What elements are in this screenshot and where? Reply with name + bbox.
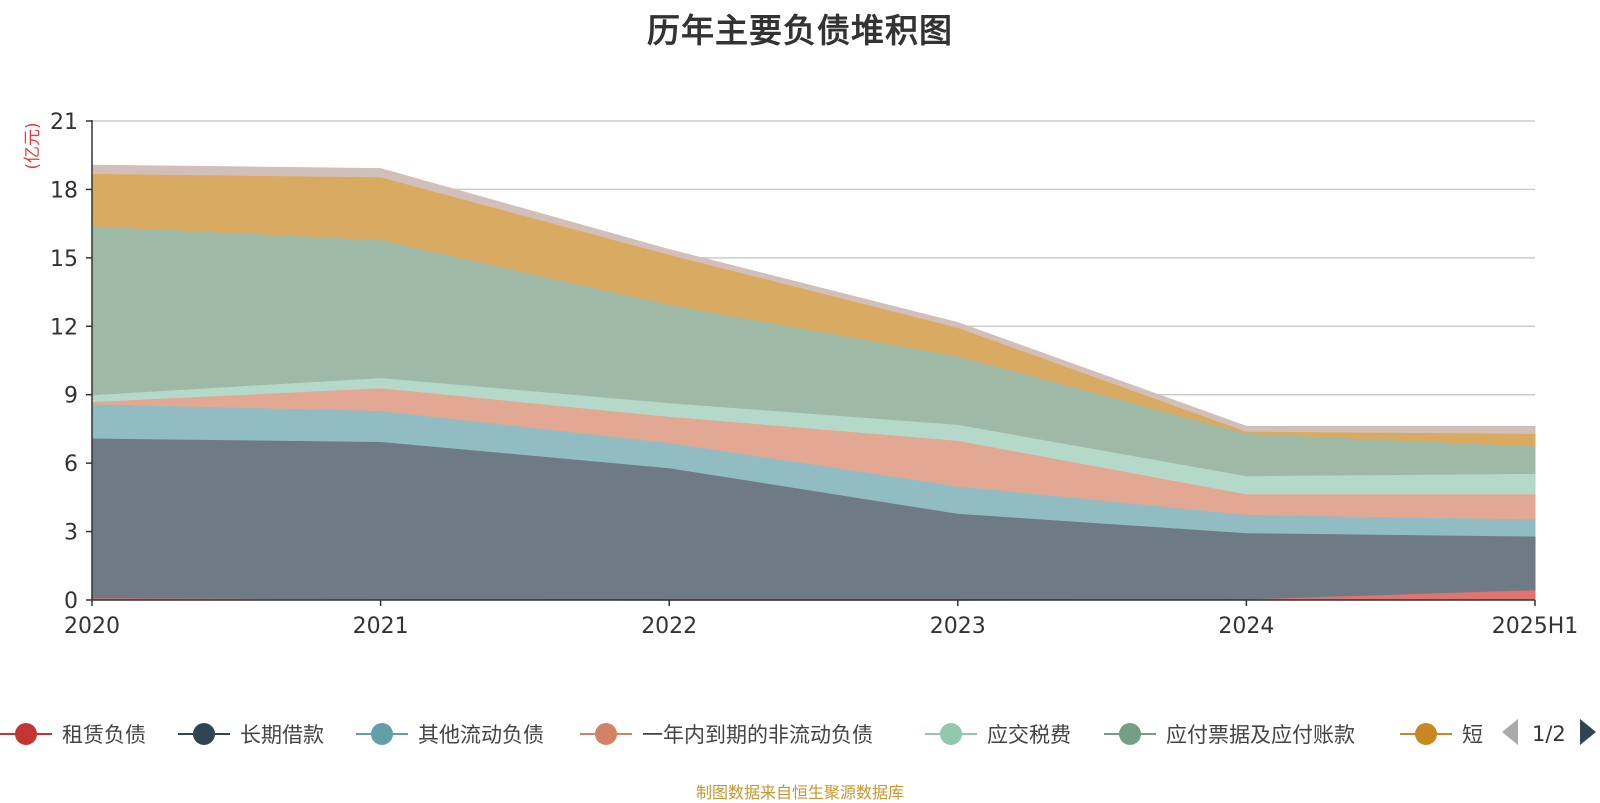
legend-label: 其他流动负债 [418, 723, 544, 747]
y-tick-label: 18 [50, 178, 78, 203]
legend-label: 一年内到期的非流动负债 [642, 723, 873, 747]
x-tick-label: 2023 [930, 614, 986, 639]
y-axis-label: (亿元) [23, 122, 43, 169]
y-tick-label: 12 [50, 315, 78, 340]
legend-marker-icon [1104, 723, 1156, 745]
x-tick-label: 2025H1 [1492, 614, 1579, 639]
legend-marker-icon [178, 723, 230, 745]
legend-next-icon[interactable] [1578, 717, 1598, 751]
legend-marker-icon [356, 723, 408, 745]
legend-label: 长期借款 [240, 723, 324, 747]
legend-label: 租赁负债 [62, 723, 146, 747]
chart-canvas: 0 3 6 9 12 15 18 21 2020 2021 2022 2023 2024 2025H1 (亿… [23, 110, 1579, 639]
legend-marker-icon [0, 723, 52, 745]
legend-label: 应交税费 [987, 723, 1071, 747]
legend-item[interactable]: 其他流动负债 [356, 714, 544, 754]
y-tick-label: 15 [50, 247, 78, 272]
y-tick-label: 21 [50, 110, 78, 135]
data-source-note: 制图数据来自恒生聚源数据库 [695, 783, 904, 802]
legend-item[interactable]: 一年内到期的非流动负债 [580, 714, 873, 754]
y-tick-label: 6 [64, 452, 78, 477]
legend-item[interactable]: 长期借款 [178, 714, 324, 754]
legend-marker-icon [1400, 723, 1452, 745]
x-tick-label: 2020 [64, 614, 120, 639]
legend-item[interactable]: 短 [1400, 714, 1483, 754]
legend-item[interactable]: 租赁负债 [0, 714, 146, 754]
legend-item[interactable]: 应交税费 [925, 714, 1071, 754]
legend-item[interactable]: 应付票据及应付账款 [1104, 714, 1355, 754]
chart-title: 历年主要负债堆积图 [647, 11, 953, 50]
y-tick-label: 9 [64, 384, 78, 409]
x-tick-label: 2022 [641, 614, 697, 639]
legend-label: 短 [1462, 723, 1483, 747]
y-tick-label: 3 [64, 521, 78, 546]
y-tick-label: 0 [64, 589, 78, 614]
legend-marker-icon [580, 723, 632, 745]
legend-page-indicator: 1/2 [1532, 722, 1566, 746]
legend-prev-icon[interactable] [1500, 717, 1520, 751]
x-tick-label: 2024 [1218, 614, 1274, 639]
legend-items: 租赁负债 长期借款 其他流动负债 一年内到期的非流动负债 应交税费 应付票据及应付账款 短 [0, 714, 1488, 754]
legend: 租赁负债 长期借款 其他流动负债 一年内到期的非流动负债 应交税费 应付票据及应付账款短 … [0, 714, 1600, 754]
legend-label: 应付票据及应付账款 [1166, 723, 1355, 747]
x-tick-label: 2021 [353, 614, 409, 639]
legend-pager: 1/2 [1500, 714, 1598, 754]
legend-marker-icon [925, 723, 977, 745]
series-line-7 [91, 164, 1535, 428]
